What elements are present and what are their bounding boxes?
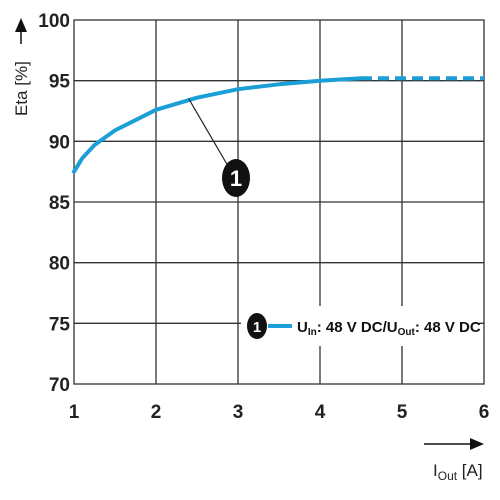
x-tick-label: 1 (69, 402, 80, 423)
legend-marker-label: 1 (253, 319, 261, 336)
y-tick-label: 95 (49, 72, 71, 93)
annotation-leader (188, 98, 229, 167)
x-axis-arrow-head (470, 438, 484, 450)
x-tick-label: 4 (315, 402, 326, 423)
x-tick-label: 3 (233, 402, 244, 423)
x-tick-label: 5 (397, 402, 408, 423)
y-tick-label: 80 (49, 254, 70, 275)
annotation: 1 (188, 98, 250, 197)
legend-text-part: U (297, 319, 308, 336)
x-axis-label-unit: [A] (457, 461, 483, 480)
y-tick-label: 90 (49, 132, 70, 153)
legend: 1 UIn: 48 V DC/UOut: 48 V DC (241, 306, 481, 346)
x-axis-label-subscript: Out (438, 469, 458, 483)
x-tick-label: 2 (151, 402, 162, 423)
legend-text: UIn: 48 V DC/UOut: 48 V DC (297, 319, 481, 338)
x-axis-label: IOut [A] (433, 461, 483, 483)
annotation-marker-label: 1 (230, 166, 242, 191)
axis-labels: Eta [%]IOut [A] (12, 18, 484, 483)
legend-text-part: : 48 V DC (415, 319, 481, 336)
y-axis-label: Eta [%] (12, 61, 31, 116)
y-tick-label: 70 (49, 375, 70, 396)
series (72, 76, 484, 174)
y-tick-label: 85 (49, 193, 71, 214)
legend-text-subscript: In (308, 327, 317, 338)
legend-marker (247, 313, 267, 339)
legend-text-subscript: Out (398, 327, 416, 338)
efficiency-curve (72, 76, 363, 174)
legend-text-part: : 48 V DC/U (317, 319, 398, 336)
x-axis-label-main: I (433, 461, 438, 480)
y-tick-label: 75 (49, 314, 71, 335)
axes: 1 2 3 4 5 6 100 95 90 85 80 75 70 (38, 11, 489, 423)
y-axis-arrow-head (15, 18, 27, 32)
annotation-marker (222, 159, 250, 197)
y-tick-label: 100 (38, 11, 70, 32)
x-tick-label: 6 (479, 402, 490, 423)
